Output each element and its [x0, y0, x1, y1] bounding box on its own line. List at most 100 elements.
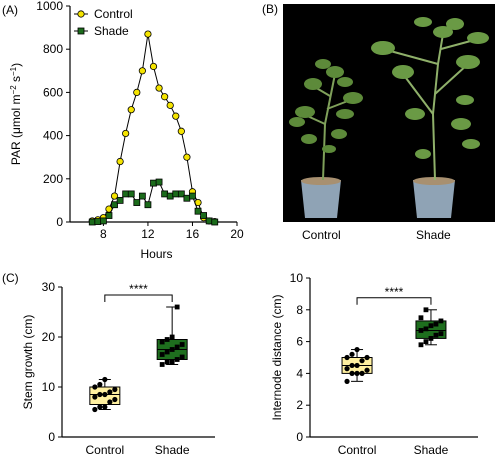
c1-significance-bracket — [104, 294, 173, 302]
a-x-tick-label: 8 — [100, 227, 107, 241]
panel-a-label: (A) — [2, 3, 18, 17]
c1-point-control — [92, 394, 98, 400]
a-point-shade — [122, 190, 130, 198]
a-point-shade — [111, 201, 118, 209]
c2-point-shade — [428, 336, 434, 341]
c2-significance-bracket — [356, 297, 432, 305]
c1-point-shade — [174, 344, 180, 350]
panel-b-label: (B) — [262, 2, 278, 16]
c2-point-control — [354, 370, 360, 376]
c1-category-label-shade: Shade — [155, 443, 190, 457]
a-point-control — [166, 101, 174, 109]
c2-point-control — [349, 351, 355, 357]
c2-point-shade — [423, 339, 429, 344]
a-point-shade — [116, 196, 124, 204]
a-point-shade — [88, 218, 96, 226]
c1-point-shade — [164, 349, 170, 355]
a-point-shade — [138, 192, 146, 200]
plant-illustration — [283, 4, 495, 222]
c1-point-shade — [174, 357, 180, 362]
c1-point-shade — [174, 304, 180, 310]
a-legend-marker-control — [77, 10, 85, 18]
a-y-tick-label: 0 — [56, 215, 63, 229]
c2-point-control — [364, 354, 370, 361]
a-point-shade — [161, 190, 169, 198]
c1-category-label-control: Control — [85, 443, 124, 457]
a-point-control — [122, 129, 130, 138]
c2-point-shade — [418, 328, 424, 333]
c2-point-shade — [418, 315, 424, 321]
c2-point-control — [359, 370, 365, 376]
c1-point-control — [112, 386, 118, 393]
c1-y-tick-label: 10 — [42, 380, 56, 394]
c1-point-control — [102, 391, 108, 398]
c1-point-control — [97, 381, 103, 388]
c1-point-shade — [169, 359, 175, 365]
c1-point-shade — [164, 359, 170, 365]
c2-point-control — [349, 370, 355, 376]
c2-point-control — [359, 358, 365, 364]
a-point-shade — [189, 192, 196, 200]
a-point-control — [127, 106, 135, 114]
c1-point-shade — [179, 354, 185, 360]
a-y-tick-label: 1000 — [36, 0, 63, 13]
a-point-control — [133, 88, 141, 97]
c1-point-control — [107, 389, 113, 395]
c1-point-shade — [179, 342, 185, 347]
c2-point-shade — [438, 318, 444, 324]
c2-point-shade — [433, 321, 439, 327]
c2-category-label-control: Control — [338, 443, 377, 457]
a-point-control — [149, 62, 158, 71]
c2-point-shade — [428, 323, 434, 329]
a-x-axis-label: Hours — [140, 247, 172, 261]
a-series-line-control — [92, 33, 215, 223]
a-point-control — [138, 67, 146, 75]
c2-point-control — [349, 362, 355, 369]
a-point-shade — [144, 201, 152, 209]
a-point-shade — [105, 212, 113, 219]
c2-point-control — [344, 366, 350, 372]
a-point-control — [172, 112, 180, 120]
c1-point-control — [107, 399, 113, 405]
a-point-shade — [177, 190, 185, 198]
panel-c-label: (C) — [2, 271, 19, 285]
a-point-shade — [194, 207, 202, 215]
a-point-control — [161, 93, 169, 101]
a-point-shade — [166, 192, 174, 200]
c1-point-control — [97, 391, 103, 398]
c2-point-control — [344, 378, 350, 384]
c2-significance-label: **** — [385, 285, 404, 299]
c2-y-tick-label: 6 — [296, 335, 303, 349]
a-point-control — [144, 30, 152, 38]
a-legend-label-shade: Shade — [94, 24, 129, 38]
a-x-tick-label: 12 — [141, 227, 155, 241]
c1-y-axis-label: Stem growth (cm) — [21, 315, 35, 410]
c1-y-tick-label: 30 — [42, 280, 56, 294]
c1-point-shade — [164, 337, 170, 342]
a-point-shade — [100, 217, 107, 225]
c2-point-shade — [438, 331, 444, 337]
a-y-tick-label: 800 — [43, 42, 63, 56]
c1-y-tick-label: 20 — [42, 330, 56, 344]
a-y-tick-label: 600 — [43, 85, 63, 99]
c1-point-shade — [159, 352, 165, 357]
photo-label-shade: Shade — [416, 228, 451, 242]
a-point-shade — [133, 199, 141, 206]
c2-y-tick-label: 10 — [290, 271, 304, 285]
c2-y-tick-label: 4 — [296, 366, 303, 380]
c2-y-axis-label: Internode distance (cm) — [270, 294, 284, 420]
a-point-control — [110, 192, 119, 200]
c1-point-control — [102, 376, 108, 383]
c1-point-control — [92, 384, 98, 390]
a-point-shade — [211, 218, 219, 226]
c2-y-tick-label: 0 — [296, 430, 303, 444]
a-point-shade — [150, 179, 157, 187]
c1-point-control — [97, 404, 103, 410]
a-x-tick-label: 20 — [230, 227, 244, 241]
c2-y-tick-label: 8 — [296, 303, 303, 317]
a-point-control — [177, 127, 185, 135]
a-point-shade — [183, 194, 191, 202]
c1-y-tick-label: 0 — [48, 430, 55, 444]
c1-point-control — [92, 406, 98, 413]
